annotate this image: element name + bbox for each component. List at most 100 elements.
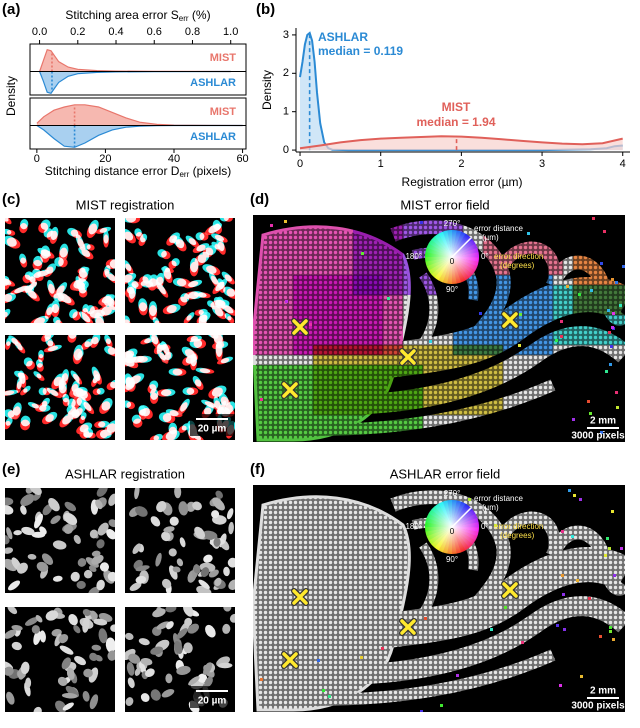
nucleus: [62, 702, 74, 711]
nucleus: [186, 312, 195, 321]
nucleus: [182, 387, 195, 396]
error-pixel: [527, 232, 530, 235]
nucleus: [205, 624, 216, 638]
nucleus: [108, 493, 115, 506]
nucleus: [149, 380, 159, 391]
marker: [502, 312, 518, 328]
error-pixel: [322, 689, 325, 692]
nucleus: [42, 504, 53, 516]
nucleus: [89, 529, 98, 539]
wheel-label: 270°: [444, 489, 461, 498]
nucleus: [5, 218, 9, 222]
nucleus: [157, 249, 167, 258]
nucleus: [8, 580, 21, 591]
area-fill: [300, 136, 623, 151]
nucleus: [80, 412, 87, 420]
wheel-label: 0: [450, 527, 455, 536]
subplot-frame: [29, 97, 247, 150]
nucleus: [66, 667, 75, 680]
nucleus: [108, 519, 115, 528]
error-pixel: [560, 335, 563, 338]
nucleus: [207, 300, 215, 308]
nucleus: [104, 335, 111, 345]
nucleus: [91, 335, 101, 345]
nucleus: [209, 272, 218, 285]
nucleus: [67, 398, 76, 409]
error-pixel: [504, 606, 507, 609]
nucleus: [176, 558, 184, 567]
error-pixel: [572, 418, 575, 421]
nucleus: [70, 370, 80, 382]
nucleus: [135, 506, 148, 517]
nucleus: [215, 278, 228, 292]
series-label: MIST: [210, 106, 237, 118]
nucleus: [62, 412, 75, 425]
nucleus: [107, 650, 115, 661]
nucleus: [164, 351, 173, 360]
nucleus: [88, 219, 99, 235]
error-pixel: [608, 331, 611, 334]
nucleus: [161, 531, 171, 542]
error-pixel: [317, 659, 320, 662]
error-pixel: [615, 391, 618, 394]
nucleus: [78, 266, 89, 279]
scale-bar-label: 3000 pixels: [571, 431, 625, 442]
nucleus: [162, 265, 172, 280]
error-pixel: [561, 530, 564, 533]
nucleus: [201, 530, 218, 540]
nucleus: [203, 554, 213, 563]
nucleus: [5, 308, 11, 318]
area-fill: [36, 125, 243, 148]
nucleus: [223, 607, 232, 612]
nucleus: [89, 309, 106, 319]
nucleus: [74, 656, 86, 666]
error-pixel: [611, 510, 614, 513]
nucleus: [91, 366, 101, 381]
error-pixel: [420, 710, 423, 712]
nucleus: [33, 706, 42, 712]
nucleus: [47, 279, 55, 294]
nucleus: [67, 227, 79, 237]
nucleus: [35, 615, 43, 623]
marker: [292, 589, 308, 605]
nucleus: [70, 571, 80, 582]
nucleus: [23, 385, 31, 393]
nucleus: [221, 271, 232, 282]
nucleus: [213, 537, 221, 547]
nucleus: [105, 637, 115, 653]
error-patch: [483, 225, 563, 275]
nucleus: [20, 415, 31, 427]
nucleus: [138, 298, 148, 312]
nucleus: [5, 389, 19, 396]
nucleus: [182, 607, 194, 617]
nucleus: [5, 505, 14, 515]
error-pixel: [260, 398, 263, 401]
error-pixel: [579, 498, 582, 501]
nucleus: [150, 689, 161, 701]
nucleus: [156, 621, 170, 630]
nucleus: [174, 641, 183, 654]
micrograph-tile: [125, 218, 235, 323]
nucleus: [212, 219, 222, 231]
area-fill: [36, 104, 243, 126]
error-pixel: [609, 626, 612, 629]
scale-bar-label: 2 mm: [590, 686, 616, 697]
wheel-label: error distance: [474, 494, 523, 503]
nucleus: [229, 613, 235, 623]
nucleus: [53, 292, 65, 302]
nucleus: [168, 422, 178, 435]
x2-tick-label: 0.8: [185, 26, 200, 38]
x-tick-label: 0: [34, 153, 40, 165]
nucleus: [214, 577, 222, 587]
error-pixel: [622, 265, 625, 268]
error-pixel: [611, 278, 614, 281]
nucleus: [24, 271, 34, 280]
x2-tick-label: 0.2: [70, 26, 85, 38]
nucleus: [137, 355, 152, 363]
nucleus: [193, 564, 201, 574]
error-pixel: [589, 412, 592, 415]
nucleus: [58, 380, 67, 394]
nucleus: [99, 226, 112, 233]
nucleus: [20, 661, 30, 675]
nucleus: [145, 668, 155, 678]
